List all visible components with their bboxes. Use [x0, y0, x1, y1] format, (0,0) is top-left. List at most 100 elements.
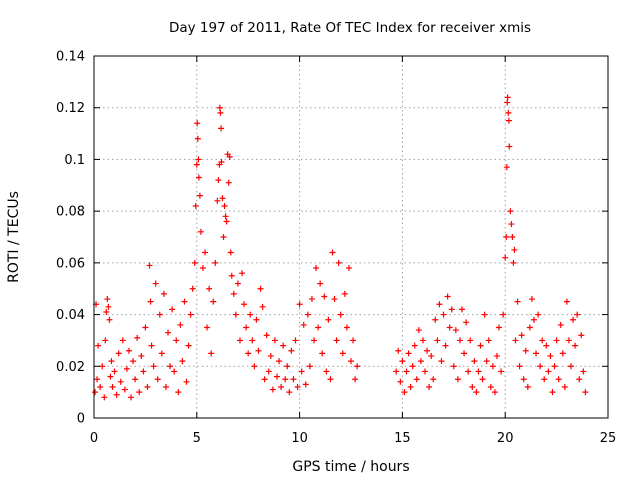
data-point: [296, 301, 303, 308]
data-point: [335, 259, 342, 266]
data-point: [206, 285, 213, 292]
data-point: [158, 350, 165, 357]
data-point: [518, 332, 525, 339]
y-tick-label: 0.08: [56, 205, 85, 220]
data-point: [397, 378, 404, 385]
data-point: [269, 386, 276, 393]
data-point: [234, 280, 241, 287]
data-point: [456, 337, 463, 344]
data-point: [339, 350, 346, 357]
data-point: [461, 350, 468, 357]
data-point: [555, 376, 562, 383]
data-point: [526, 324, 533, 331]
data-point: [506, 143, 513, 150]
data-point: [567, 363, 574, 370]
data-point: [104, 296, 111, 303]
y-tick-label: 0.12: [56, 101, 85, 116]
data-point: [465, 368, 472, 375]
data-point: [454, 376, 461, 383]
data-point: [438, 358, 445, 365]
data-point: [294, 383, 301, 390]
data-point: [267, 352, 274, 359]
data-point: [236, 337, 243, 344]
data-point: [177, 321, 184, 328]
data-point: [345, 265, 352, 272]
x-tick-label: 25: [600, 431, 617, 446]
data-point: [496, 324, 503, 331]
data-point: [284, 363, 291, 370]
data-point: [232, 311, 239, 318]
data-point: [165, 329, 172, 336]
data-point: [148, 342, 155, 349]
data-point: [541, 376, 548, 383]
data-point: [393, 368, 400, 375]
plot-frame: [93, 55, 609, 419]
data-point: [273, 373, 280, 380]
data-point: [535, 311, 542, 318]
data-point: [185, 342, 192, 349]
data-point: [481, 311, 488, 318]
data-point: [278, 383, 285, 390]
data-point: [508, 221, 515, 228]
x-axis-label: GPS time / hours: [292, 459, 409, 475]
data-point: [511, 246, 518, 253]
data-point: [310, 337, 317, 344]
data-point: [106, 316, 113, 323]
data-point: [401, 389, 408, 396]
data-point: [500, 311, 507, 318]
data-point: [276, 358, 283, 365]
data-point: [196, 192, 203, 199]
data-point: [321, 293, 328, 300]
data-point: [130, 358, 137, 365]
data-point: [428, 352, 435, 359]
data-point: [136, 389, 143, 396]
data-point: [475, 368, 482, 375]
data-point: [350, 337, 357, 344]
data-point: [522, 347, 529, 354]
data-point: [142, 324, 149, 331]
data-point: [487, 383, 494, 390]
data-point: [241, 301, 248, 308]
data-point: [489, 363, 496, 370]
data-point: [574, 311, 581, 318]
data-point: [417, 358, 424, 365]
data-point: [220, 234, 227, 240]
data-point: [230, 290, 237, 297]
data-point: [411, 342, 418, 349]
data-point: [354, 363, 361, 370]
data-point: [210, 298, 217, 305]
data-point: [109, 383, 116, 390]
data-point: [504, 99, 511, 106]
data-point: [313, 265, 320, 272]
y-tick-label: 0.06: [56, 256, 85, 271]
data-point: [222, 213, 229, 220]
data-point: [253, 316, 260, 323]
data-point: [212, 259, 219, 266]
data-point: [498, 368, 505, 375]
data-point: [171, 368, 178, 375]
data-point: [282, 376, 289, 383]
data-point: [471, 358, 478, 365]
data-point: [292, 337, 299, 344]
data-point: [327, 376, 334, 383]
data-point: [225, 179, 232, 186]
data-point: [152, 280, 159, 287]
data-point: [440, 311, 447, 318]
data-point: [169, 306, 176, 313]
data-point: [415, 327, 422, 334]
data-point: [419, 337, 426, 344]
data-point: [167, 363, 174, 370]
data-point: [505, 109, 512, 116]
data-point: [559, 350, 566, 357]
data-point: [192, 202, 199, 209]
data-point: [561, 383, 568, 390]
data-point: [325, 316, 332, 323]
data-point: [578, 332, 585, 339]
data-point: [95, 342, 102, 349]
data-point: [156, 311, 163, 318]
data-point: [563, 298, 570, 305]
chart-title: Day 197 of 2011, Rate Of TEC Index for r…: [169, 20, 531, 36]
data-point: [214, 197, 221, 204]
data-point: [194, 135, 201, 142]
data-point: [259, 303, 266, 310]
